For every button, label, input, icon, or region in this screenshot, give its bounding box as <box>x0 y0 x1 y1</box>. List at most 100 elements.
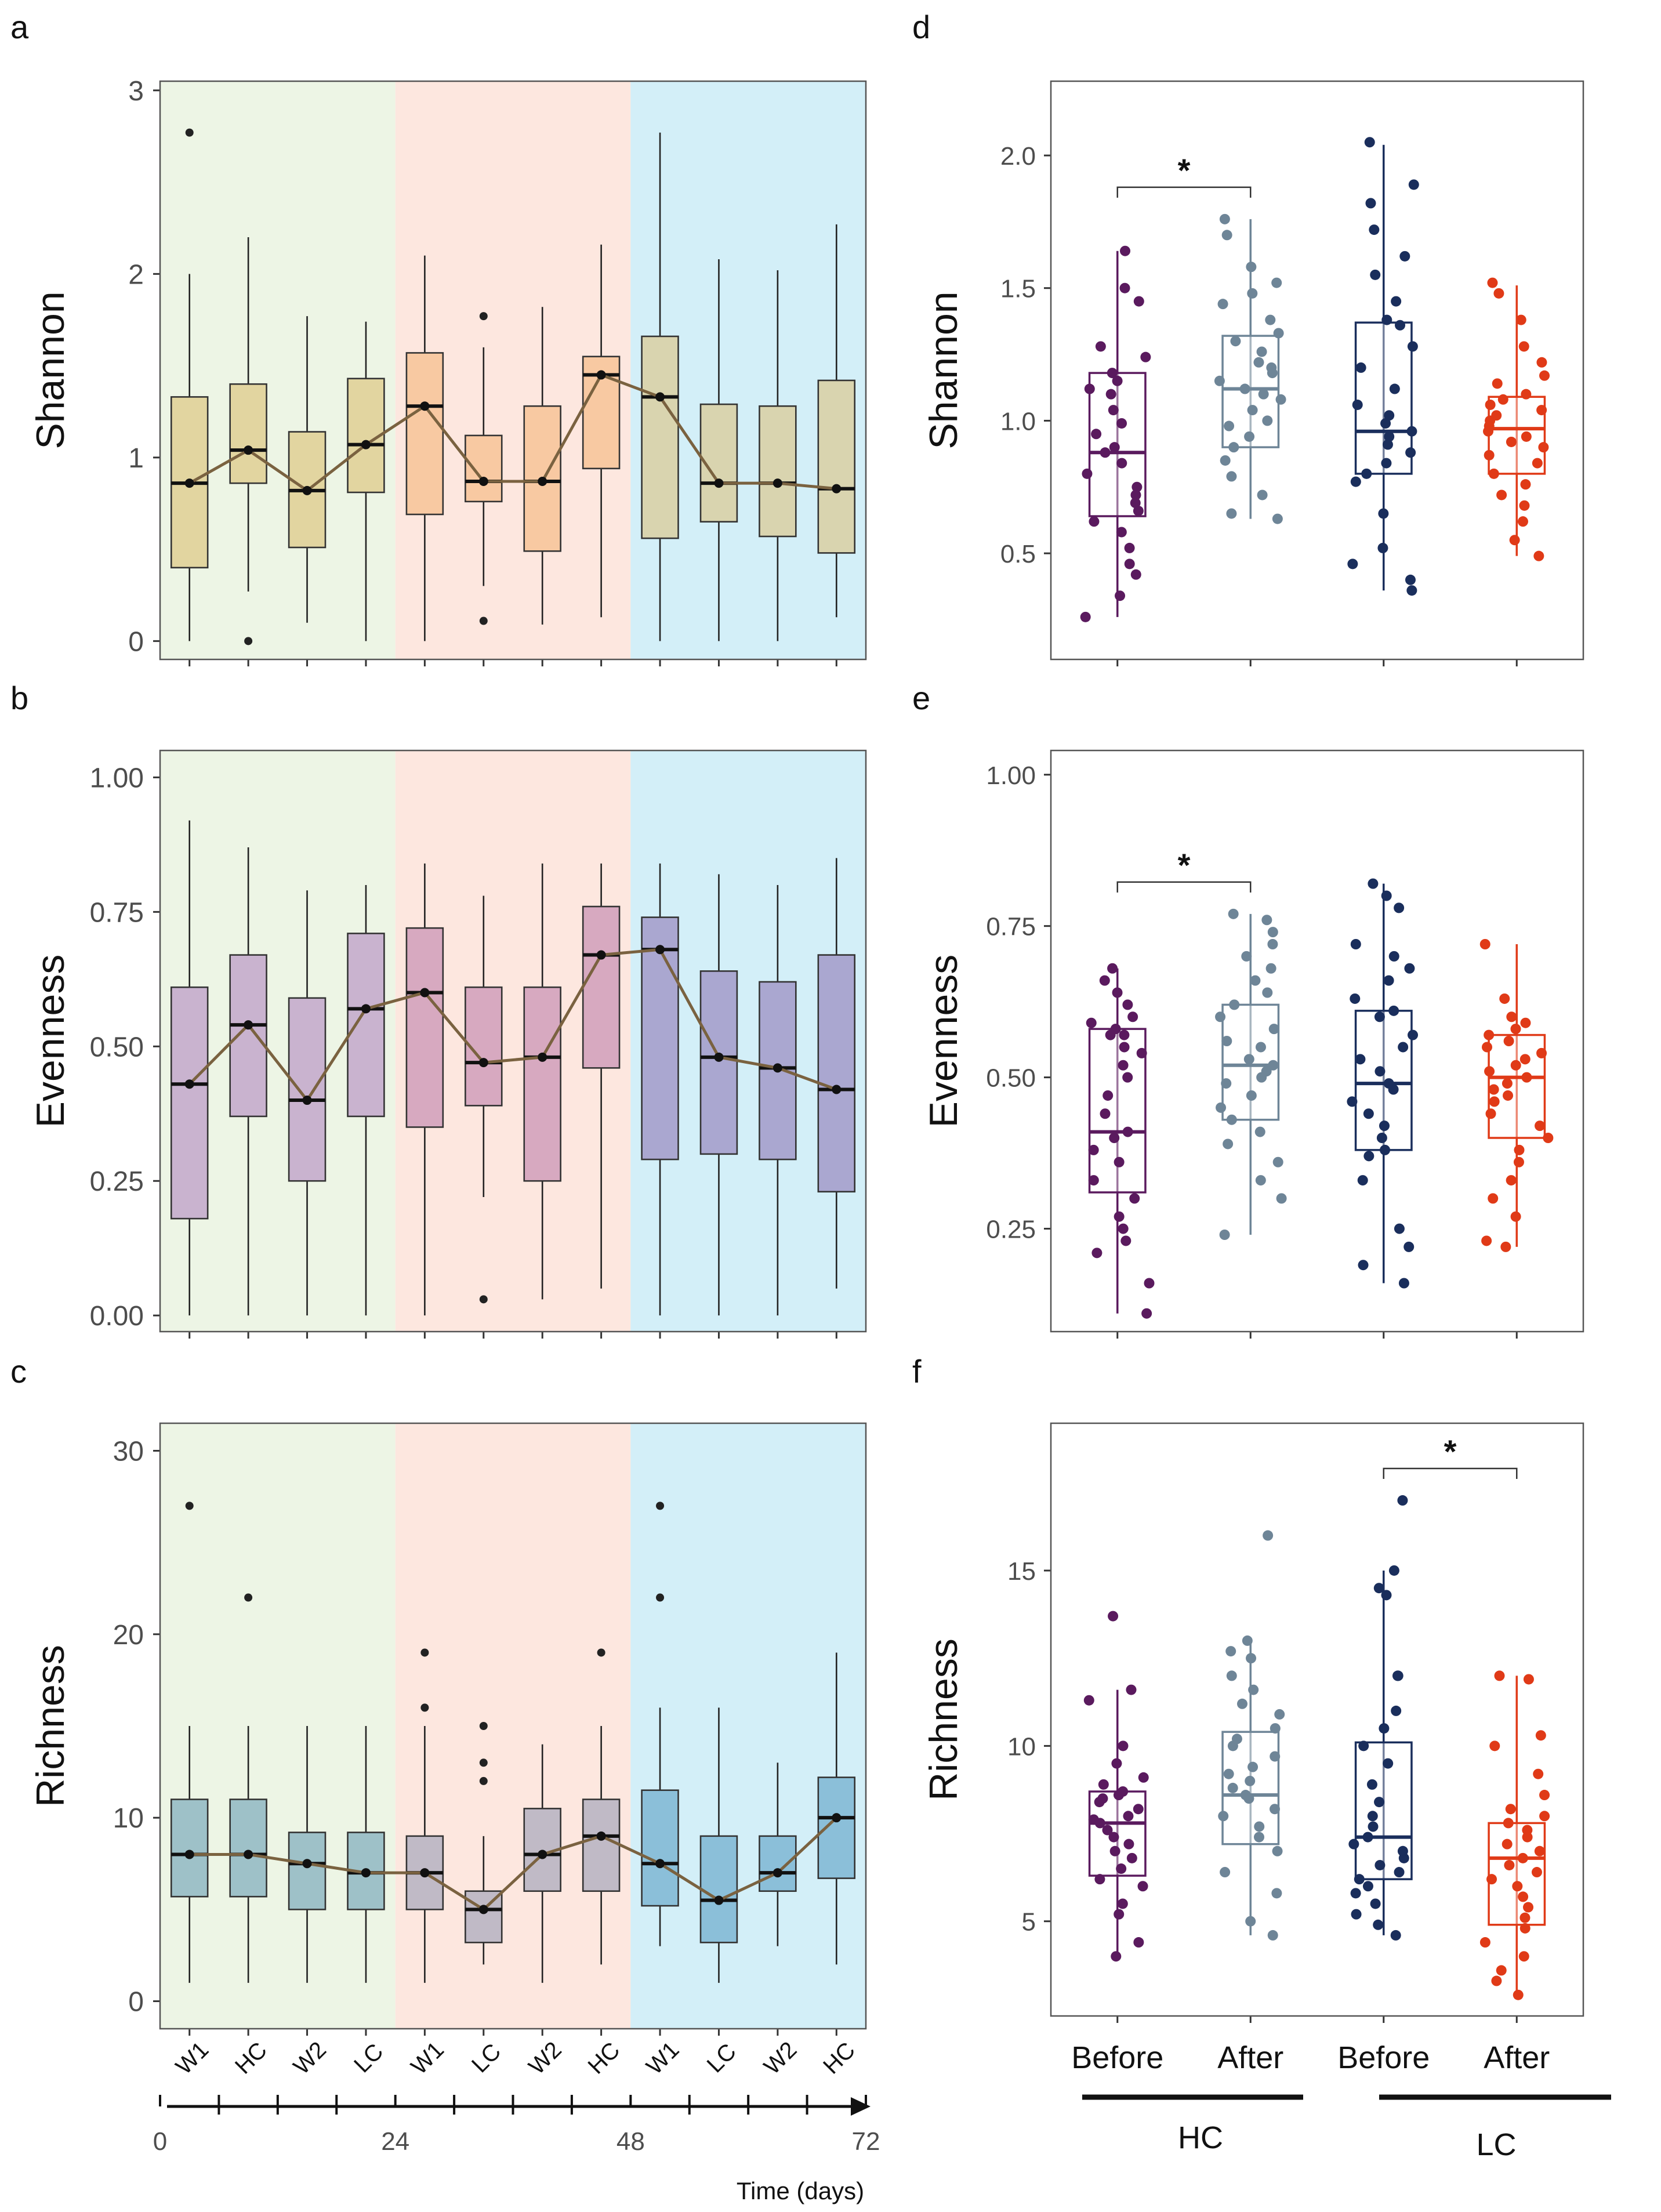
data-point <box>1370 269 1381 280</box>
outlier-point <box>656 1502 665 1510</box>
data-point <box>1247 288 1258 299</box>
data-point <box>1365 198 1376 209</box>
data-point <box>1271 277 1282 288</box>
y-axis-title: Shannon <box>28 291 72 449</box>
data-point <box>1536 1047 1547 1058</box>
data-point <box>1268 1060 1279 1071</box>
outlier-point <box>597 1648 605 1657</box>
box-HC <box>582 905 621 1069</box>
data-point <box>1485 1108 1496 1119</box>
data-point <box>1518 1891 1529 1902</box>
data-point <box>1111 1951 1122 1962</box>
x-category-label: HC <box>230 2037 272 2079</box>
median-point <box>478 1905 488 1914</box>
data-point <box>1109 442 1120 453</box>
data-point <box>1245 1916 1256 1927</box>
data-point <box>1107 368 1118 379</box>
data-point <box>1347 559 1358 570</box>
y-tick-label: 2 <box>128 259 144 290</box>
box-W1 <box>405 352 444 516</box>
data-point <box>1494 1670 1505 1681</box>
panel-letter: f <box>912 1353 922 1390</box>
data-point <box>1262 987 1273 998</box>
data-point <box>1358 1260 1369 1271</box>
outlier-point <box>479 1722 488 1730</box>
hc-group-label: HC <box>1178 2120 1223 2155</box>
x-group-label: After <box>1484 2040 1550 2075</box>
data-point <box>1519 1054 1531 1065</box>
phase-background-2 <box>395 1423 631 2029</box>
panel-letter: b <box>10 680 28 716</box>
outlier-point <box>479 1776 488 1785</box>
data-point <box>1226 1114 1237 1125</box>
data-point <box>1398 1278 1409 1289</box>
x-group-label: Before <box>1337 2040 1430 2075</box>
significance-star: * <box>1444 1433 1457 1470</box>
phase-background-1 <box>160 81 396 659</box>
data-point <box>1108 1832 1119 1843</box>
outlier-point <box>656 1593 665 1602</box>
y-tick-label: 0.50 <box>986 1064 1036 1093</box>
median-point <box>773 1868 782 1878</box>
median-point <box>361 440 371 449</box>
median-point <box>302 485 312 495</box>
data-point <box>1484 1029 1495 1040</box>
data-point <box>1517 516 1528 527</box>
panel-d-shannon-before-after: d 0.5 1.0 1.5 2.0 Shannon * <box>912 9 1584 666</box>
data-point <box>1248 1684 1259 1695</box>
panel-letter: a <box>10 9 29 45</box>
data-point <box>1405 574 1416 585</box>
data-point <box>1362 1832 1373 1843</box>
data-point <box>1536 357 1547 368</box>
data-point <box>1122 1072 1133 1083</box>
data-point <box>1124 559 1135 570</box>
data-point <box>1120 245 1131 256</box>
panel-c-richness-timeseries: c 0 10 20 30 Richness W1 HC W2 LC W1 LC W2 HC W1 LC W2 HC <box>10 1353 867 2080</box>
median-point <box>538 476 547 486</box>
box-W1 <box>641 1789 679 1907</box>
y-axis-title: Richness <box>28 1645 72 1807</box>
plot-frame <box>159 749 867 1333</box>
y-tick-label: 5 <box>1022 1908 1036 1937</box>
median-trend-line <box>189 1816 837 1912</box>
data-point <box>1119 1029 1130 1040</box>
box-W2 <box>523 986 561 1182</box>
plot-frame <box>159 80 867 661</box>
box-W2 <box>288 997 327 1182</box>
data-point <box>1108 405 1119 416</box>
box-W1 <box>641 335 679 539</box>
data-point <box>1535 1120 1546 1132</box>
data-point <box>1123 1839 1134 1850</box>
data-point <box>1496 1965 1507 1976</box>
data-point <box>1361 468 1372 479</box>
data-point <box>1355 362 1366 373</box>
significance-star: * <box>1178 847 1191 883</box>
data-point <box>1123 1811 1134 1822</box>
data-point <box>1384 431 1395 442</box>
data-point <box>1482 1042 1493 1053</box>
data-point <box>1383 1078 1394 1089</box>
data-point <box>1367 1811 1378 1822</box>
data-point <box>1500 1241 1511 1252</box>
data-point <box>1380 1144 1391 1155</box>
data-point <box>1381 1590 1392 1601</box>
data-point <box>1265 963 1276 974</box>
data-point <box>1513 1989 1524 2000</box>
data-point <box>1539 1811 1550 1822</box>
data-point <box>1116 418 1127 429</box>
data-point <box>1515 314 1526 325</box>
data-point <box>1083 1695 1094 1706</box>
data-point <box>1489 1096 1500 1107</box>
median-point <box>655 945 665 955</box>
median-point <box>420 988 430 998</box>
x-category-label: W2 <box>524 2037 567 2080</box>
data-point <box>1488 1084 1499 1095</box>
y-axis-title: Richness <box>922 1638 966 1801</box>
significance-bracket <box>1383 1467 1518 1479</box>
data-point <box>1215 1011 1226 1022</box>
data-point <box>1253 1832 1264 1843</box>
data-point <box>1496 489 1507 501</box>
data-point <box>1499 993 1510 1004</box>
data-point <box>1227 1782 1238 1793</box>
